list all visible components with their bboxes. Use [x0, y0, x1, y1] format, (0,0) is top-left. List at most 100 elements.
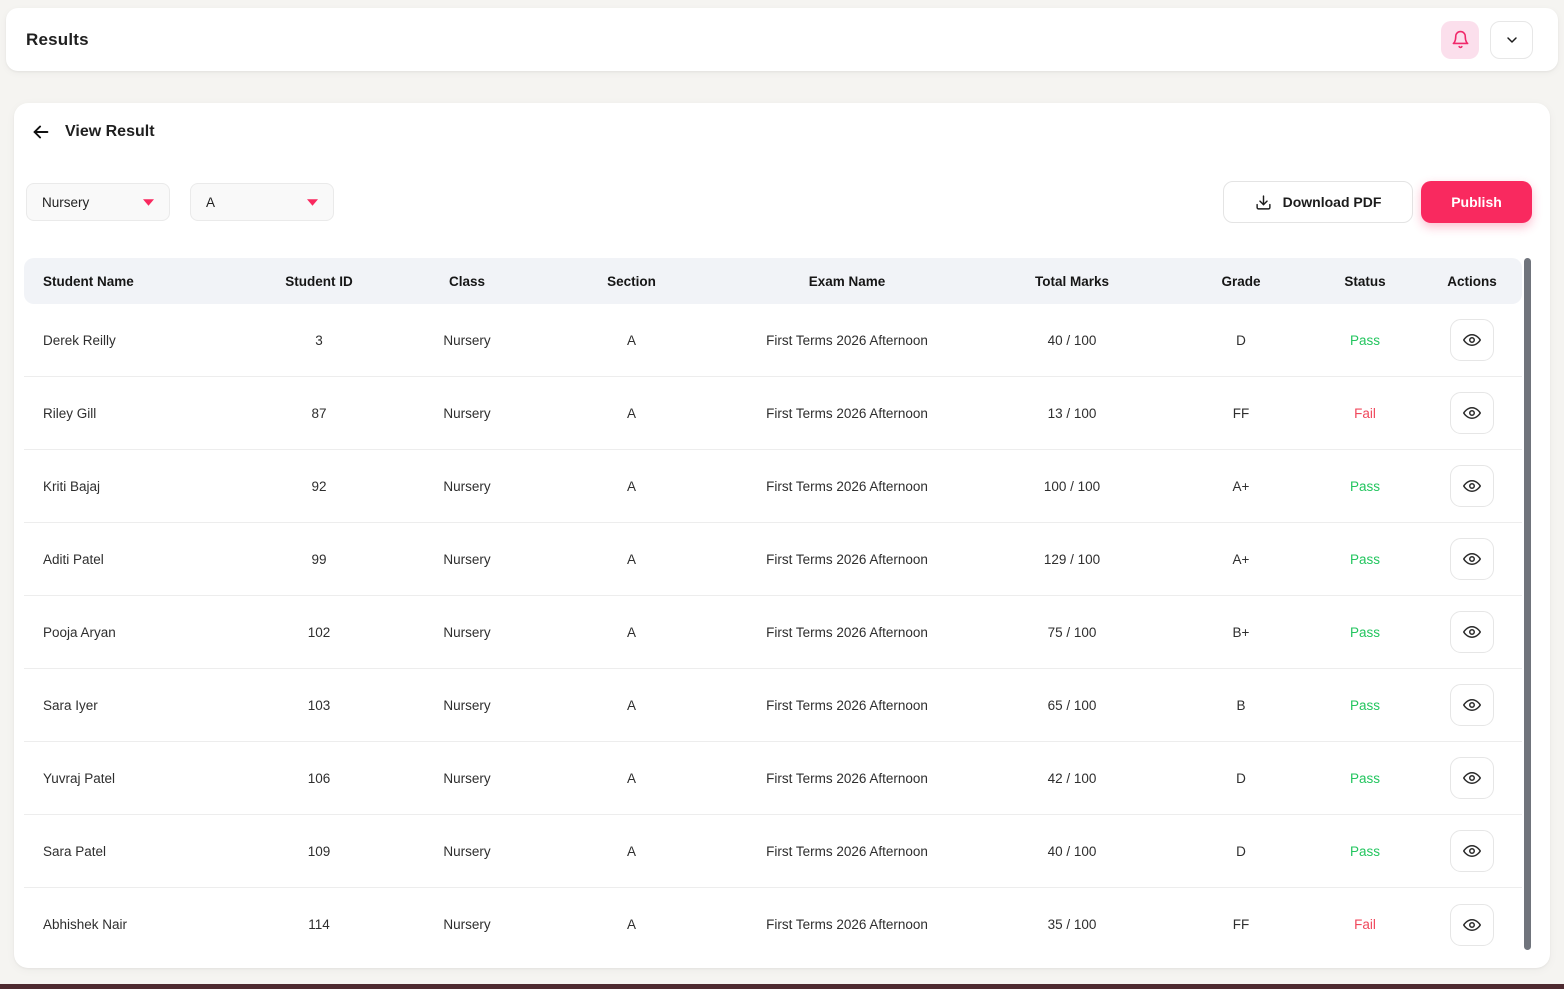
back-button[interactable] — [30, 121, 52, 143]
cell-student-id: 114 — [243, 917, 395, 932]
chevron-down-icon — [1504, 32, 1520, 48]
column-header-total-marks: Total Marks — [970, 274, 1174, 289]
cell-section: A — [539, 625, 724, 640]
cell-student-name: Derek Reilly — [24, 333, 243, 348]
cell-total-marks: 40 / 100 — [970, 844, 1174, 859]
cell-status: Pass — [1308, 333, 1422, 348]
cell-total-marks: 65 / 100 — [970, 698, 1174, 713]
cell-student-name: Pooja Aryan — [24, 625, 243, 640]
view-row-result-button[interactable] — [1450, 319, 1494, 361]
cell-student-name: Sara Patel — [24, 844, 243, 859]
cell-student-name: Kriti Bajaj — [24, 479, 243, 494]
page-title: Results — [26, 30, 89, 50]
cell-grade: D — [1174, 844, 1308, 859]
caret-down-icon — [143, 199, 154, 206]
cell-class: Nursery — [395, 406, 539, 421]
caret-down-icon — [307, 199, 318, 206]
table-row: Abhishek Nair 114 Nursery A First Terms … — [24, 888, 1522, 961]
download-pdf-label: Download PDF — [1283, 194, 1382, 210]
cell-total-marks: 42 / 100 — [970, 771, 1174, 786]
cell-grade: FF — [1174, 917, 1308, 932]
cell-class: Nursery — [395, 625, 539, 640]
view-row-result-button[interactable] — [1450, 611, 1494, 653]
view-row-result-button[interactable] — [1450, 904, 1494, 946]
view-row-result-button[interactable] — [1450, 830, 1494, 872]
class-select-value: Nursery — [42, 195, 89, 210]
eye-icon — [1463, 916, 1481, 934]
view-row-result-button[interactable] — [1450, 757, 1494, 799]
column-header-actions: Actions — [1422, 274, 1522, 289]
cell-grade: A+ — [1174, 479, 1308, 494]
arrow-left-icon — [30, 121, 52, 143]
cell-total-marks: 40 / 100 — [970, 333, 1174, 348]
column-header-class: Class — [395, 274, 539, 289]
column-header-section: Section — [539, 274, 724, 289]
cell-student-id: 99 — [243, 552, 395, 567]
cell-exam-name: First Terms 2026 Afternoon — [724, 333, 970, 348]
cell-student-id: 106 — [243, 771, 395, 786]
eye-icon — [1463, 404, 1481, 422]
cell-status: Fail — [1308, 406, 1422, 421]
view-row-result-button[interactable] — [1450, 538, 1494, 580]
cell-class: Nursery — [395, 552, 539, 567]
cell-exam-name: First Terms 2026 Afternoon — [724, 771, 970, 786]
table-header-row: Student Name Student ID Class Section Ex… — [24, 258, 1522, 304]
cell-class: Nursery — [395, 333, 539, 348]
results-card: View Result Nursery A Downloa — [14, 103, 1550, 968]
cell-class: Nursery — [395, 698, 539, 713]
cell-total-marks: 75 / 100 — [970, 625, 1174, 640]
cell-student-id: 3 — [243, 333, 395, 348]
vertical-scrollbar[interactable] — [1524, 258, 1531, 950]
cell-total-marks: 13 / 100 — [970, 406, 1174, 421]
cell-section: A — [539, 552, 724, 567]
cell-student-name: Abhishek Nair — [24, 917, 243, 932]
results-table: Student Name Student ID Class Section Ex… — [24, 258, 1522, 961]
view-row-result-button[interactable] — [1450, 465, 1494, 507]
eye-icon — [1463, 696, 1481, 714]
table-row: Pooja Aryan 102 Nursery A First Terms 20… — [24, 596, 1522, 669]
cell-student-id: 87 — [243, 406, 395, 421]
table-row: Yuvraj Patel 106 Nursery A First Terms 2… — [24, 742, 1522, 815]
publish-button[interactable]: Publish — [1421, 181, 1532, 223]
cell-section: A — [539, 917, 724, 932]
cell-student-name: Riley Gill — [24, 406, 243, 421]
cell-status: Pass — [1308, 552, 1422, 567]
cell-grade: D — [1174, 333, 1308, 348]
eye-icon — [1463, 477, 1481, 495]
cell-student-id: 109 — [243, 844, 395, 859]
notifications-button[interactable] — [1441, 21, 1479, 59]
cell-class: Nursery — [395, 479, 539, 494]
eye-icon — [1463, 550, 1481, 568]
cell-student-id: 102 — [243, 625, 395, 640]
cell-grade: A+ — [1174, 552, 1308, 567]
cell-student-name: Yuvraj Patel — [24, 771, 243, 786]
cell-class: Nursery — [395, 771, 539, 786]
download-pdf-button[interactable]: Download PDF — [1223, 181, 1413, 223]
view-row-result-button[interactable] — [1450, 684, 1494, 726]
cell-section: A — [539, 479, 724, 494]
cell-section: A — [539, 406, 724, 421]
cell-grade: FF — [1174, 406, 1308, 421]
back-row: View Result — [30, 121, 155, 143]
class-select[interactable]: Nursery — [26, 183, 170, 221]
cell-section: A — [539, 771, 724, 786]
top-bar: Results — [6, 8, 1558, 71]
column-header-status: Status — [1308, 274, 1422, 289]
section-select[interactable]: A — [190, 183, 334, 221]
cell-exam-name: First Terms 2026 Afternoon — [724, 406, 970, 421]
collapse-button[interactable] — [1490, 21, 1533, 59]
view-row-result-button[interactable] — [1450, 392, 1494, 434]
cell-student-name: Sara Iyer — [24, 698, 243, 713]
cell-exam-name: First Terms 2026 Afternoon — [724, 479, 970, 494]
cell-status: Pass — [1308, 479, 1422, 494]
cell-exam-name: First Terms 2026 Afternoon — [724, 698, 970, 713]
cell-status: Pass — [1308, 844, 1422, 859]
cell-exam-name: First Terms 2026 Afternoon — [724, 625, 970, 640]
cell-student-name: Aditi Patel — [24, 552, 243, 567]
download-icon — [1255, 194, 1272, 211]
cell-student-id: 103 — [243, 698, 395, 713]
cell-status: Pass — [1308, 698, 1422, 713]
cell-section: A — [539, 333, 724, 348]
cell-status: Fail — [1308, 917, 1422, 932]
column-header-student-id: Student ID — [243, 274, 395, 289]
